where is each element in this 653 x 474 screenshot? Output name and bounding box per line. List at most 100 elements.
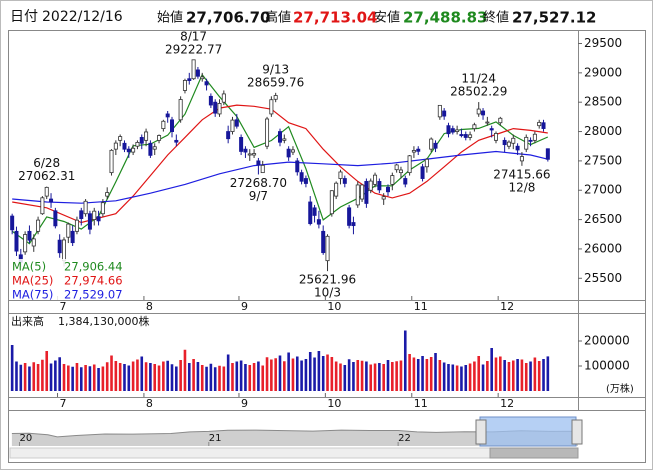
x-tick-label: 9 — [241, 397, 248, 410]
volume-bar — [274, 358, 277, 391]
candle-body — [485, 121, 490, 124]
volume-bar — [79, 367, 83, 391]
y-tick-label: 29500 — [584, 36, 622, 50]
candle-body — [325, 235, 330, 262]
volume-bar — [170, 364, 174, 391]
candle-body — [489, 128, 494, 131]
candle-body — [506, 141, 511, 147]
candle-body — [252, 153, 257, 156]
candle-body — [230, 119, 235, 132]
candle-body — [243, 148, 248, 153]
candle-body — [217, 103, 222, 115]
volume-bar — [261, 365, 265, 391]
volume-bar — [356, 360, 360, 391]
candle-body — [66, 223, 71, 238]
volume-bar — [200, 365, 204, 391]
candle-body — [360, 184, 365, 200]
y-tick-label: 27000 — [584, 183, 622, 197]
navigator-handle-right[interactable] — [571, 419, 583, 445]
annotation-date: 9/7 — [249, 189, 268, 203]
volume-bar — [222, 366, 226, 391]
candle-body — [49, 198, 54, 203]
candle-body — [31, 238, 36, 247]
candle-body — [433, 142, 438, 149]
annotation-date: 12/8 — [508, 180, 535, 194]
header-high: 27,713.04 — [293, 9, 377, 27]
legend-value: 27,906.44 — [64, 260, 123, 274]
candle-body — [532, 133, 537, 141]
y-tick-label: 28500 — [584, 95, 622, 109]
volume-bar — [295, 356, 299, 391]
candle-body — [239, 137, 244, 152]
volume-bar — [41, 359, 44, 391]
candle-body — [334, 182, 339, 197]
volume-bar — [54, 360, 57, 391]
header-field-label: 終値 — [483, 10, 509, 26]
candle-body — [178, 99, 183, 121]
volume-bar — [460, 366, 463, 391]
candle-body — [472, 124, 477, 130]
volume-bar — [339, 363, 342, 391]
navigator-tick-label: 20 — [19, 433, 32, 444]
volume-bar — [313, 357, 316, 391]
annotation-value: 27268.70 — [230, 176, 287, 190]
candle-body — [398, 169, 403, 174]
candle-body — [204, 81, 209, 86]
candle-body — [338, 171, 343, 179]
candle-body — [74, 219, 79, 232]
annotation-date: 8/17 — [180, 29, 207, 43]
candle-body — [442, 110, 447, 117]
volume-bar — [58, 357, 61, 391]
candle-body — [286, 148, 291, 158]
volume-bar — [187, 363, 191, 391]
candle-body — [321, 230, 326, 254]
volume-bar — [468, 363, 472, 391]
volume-bar — [62, 364, 66, 391]
volume-bar — [399, 360, 403, 391]
header-date: 2022/12/16 — [42, 9, 123, 25]
candle-body — [463, 134, 468, 138]
scrollbar-thumb[interactable] — [489, 447, 579, 459]
candle-body — [165, 113, 170, 118]
candle-body — [455, 129, 460, 132]
volume-bar — [369, 364, 373, 391]
navigator-selection[interactable] — [479, 416, 577, 447]
candle-body — [23, 234, 28, 253]
candle-body — [541, 122, 546, 129]
volume-bar — [244, 364, 247, 391]
candle-body — [182, 80, 187, 91]
volume-panel: 出来高 1,384,130,000株 (万株) 7 8 9 10 11 12 100000 2… — [10, 314, 634, 410]
candle-body — [100, 202, 105, 215]
volume-bar — [123, 364, 126, 391]
volume-bar — [477, 356, 481, 391]
candle-body — [234, 119, 239, 127]
volume-bar — [486, 361, 489, 391]
volume-bar — [144, 362, 148, 391]
candle-body — [424, 158, 429, 168]
candle-body — [27, 230, 32, 241]
volume-bar — [434, 353, 437, 391]
ma-line — [12, 104, 548, 224]
candle-body — [459, 134, 464, 137]
price-panel: 25500 26000 26500 27000 27500 28000 28500 29000… — [10, 29, 622, 313]
volume-bar — [546, 356, 550, 391]
annotation-value: 25621.96 — [299, 273, 356, 287]
candle-body — [221, 93, 226, 103]
volume-bar — [196, 362, 200, 391]
volume-bar — [114, 361, 118, 391]
candle-body — [174, 139, 179, 143]
volume-bar — [326, 354, 329, 391]
volume-bar — [270, 359, 273, 391]
navigator-handle-left[interactable] — [475, 419, 487, 445]
candle-body — [355, 184, 360, 206]
volume-bar — [360, 360, 364, 391]
candle-body — [208, 95, 213, 106]
volume-bar — [442, 362, 446, 391]
volume-bar — [516, 359, 519, 391]
y-tick-label: 25500 — [584, 271, 622, 285]
volume-bar — [105, 362, 109, 391]
candle-body — [545, 148, 550, 160]
candle-body — [312, 207, 317, 216]
volume-bar — [19, 364, 23, 391]
